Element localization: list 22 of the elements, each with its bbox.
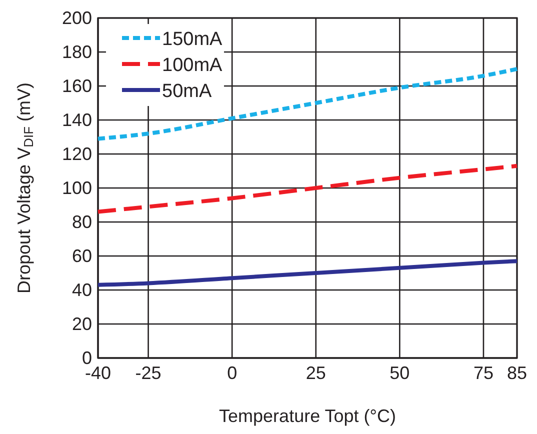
x-axis-title: Temperature Topt (°C) [219, 406, 396, 426]
y-tick-label: 180 [62, 42, 92, 62]
legend-label: 50mA [162, 81, 212, 102]
y-tick-label: 40 [72, 280, 92, 300]
y-tick-label: 200 [62, 8, 92, 28]
y-tick-label: 80 [72, 212, 92, 232]
y-tick-label: 120 [62, 144, 92, 164]
x-tick-label: 75 [473, 362, 494, 383]
legend-label: 150mA [162, 29, 223, 50]
line-series [96, 259, 519, 287]
x-tick-label: 0 [227, 362, 238, 383]
x-tick-label: 85 [506, 362, 528, 383]
legend-label: 100mA [162, 55, 223, 76]
line-series [96, 164, 519, 214]
y-tick-label: 100 [62, 178, 92, 198]
x-tick-label: 50 [390, 362, 410, 383]
y-tick-label: 20 [72, 314, 92, 334]
y-tick-label: 60 [72, 246, 92, 266]
x-tick-label: -25 [135, 362, 162, 383]
y-tick-label: 160 [62, 76, 92, 96]
y-tick-label: 140 [62, 110, 92, 130]
x-tick-label: 25 [306, 362, 326, 383]
